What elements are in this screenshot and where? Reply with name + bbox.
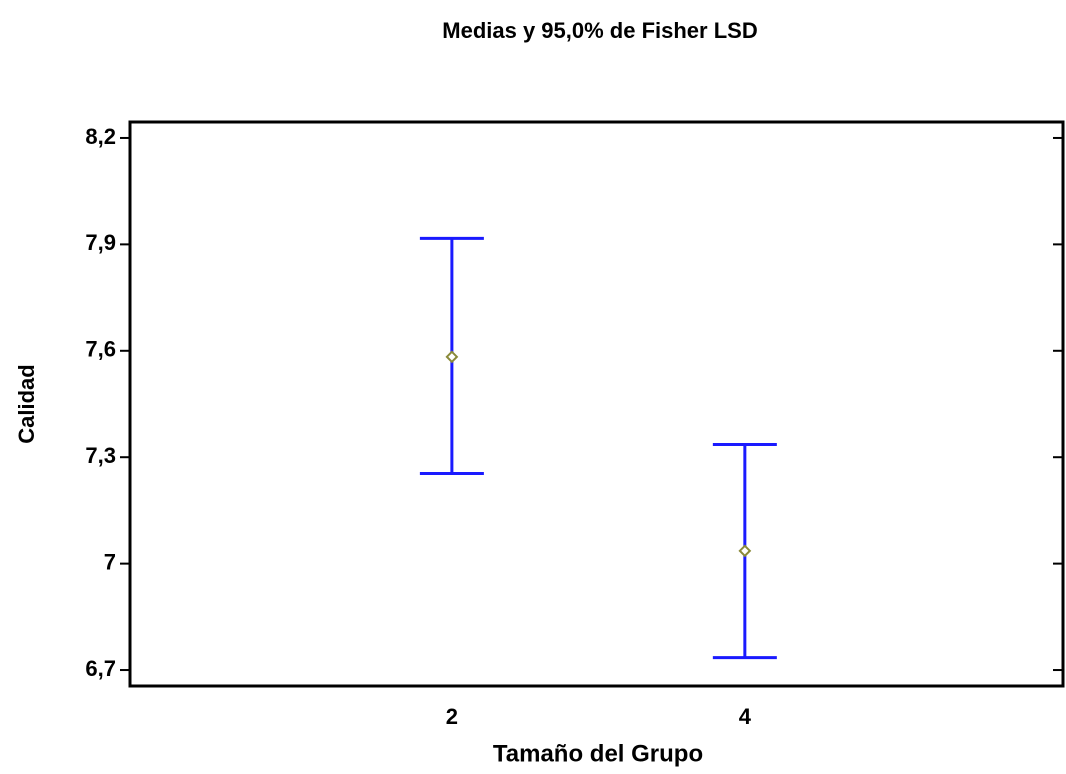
y-tick-label: 7,3 — [85, 443, 116, 468]
plot-frame — [128, 120, 1065, 688]
mean-marker — [738, 544, 752, 558]
y-tick-label: 7,9 — [85, 230, 116, 255]
y-axis-label: Calidad — [14, 364, 39, 443]
y-tick-label: 6,7 — [85, 656, 116, 681]
chart-title: Medias y 95,0% de Fisher LSD — [442, 18, 757, 43]
x-tick-label: 2 — [446, 704, 458, 729]
y-tick-label: 8,2 — [85, 124, 116, 149]
x-axis-label: Tamaño del Grupo — [493, 740, 703, 767]
y-tick-label: 7 — [104, 549, 116, 574]
y-tick-label: 7,6 — [85, 337, 116, 362]
mean-marker — [445, 350, 459, 364]
x-tick-label: 4 — [739, 704, 752, 729]
